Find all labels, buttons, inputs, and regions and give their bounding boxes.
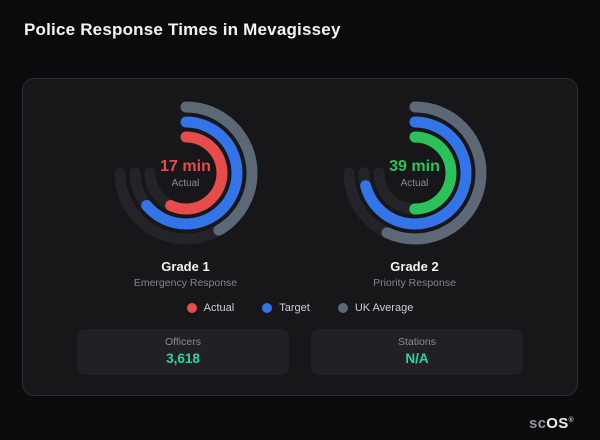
legend-label: UK Average: [354, 302, 414, 314]
stat-label: Stations: [398, 336, 436, 348]
gauge-actual-caption: Actual: [171, 177, 200, 189]
stat-label: Officers: [165, 336, 201, 348]
legend-dot-uk-average: [337, 303, 348, 313]
legend-dot-target: [262, 303, 273, 313]
gauge-chart-grade-1: 17 min Actual: [106, 93, 266, 253]
gauge-center-label: 39 min Actual: [335, 93, 495, 253]
legend-label: Actual: [203, 302, 235, 314]
legend-item-uk-average[interactable]: UK Average: [337, 302, 414, 314]
legend-dot-actual: [186, 303, 197, 313]
stat-card-officers: Officers 3,618: [77, 329, 289, 375]
gauge-subtitle: Emergency Response: [133, 277, 238, 289]
dashboard-card: 17 min Actual Grade 1 Emergency Response…: [22, 78, 578, 396]
gauge-subtitle: Priority Response: [373, 277, 456, 289]
registered-mark: ®: [568, 417, 574, 424]
gauge-center-label: 17 min Actual: [106, 93, 266, 253]
gauge-grade-2: 39 min Actual Grade 2 Priority Response: [305, 93, 525, 289]
legend-item-target[interactable]: Target: [262, 302, 310, 314]
gauge-rings: [343, 101, 486, 245]
gauge-title: Grade 2: [390, 259, 439, 274]
stat-value: N/A: [405, 351, 429, 366]
gauge-actual-value: 17 min: [160, 157, 211, 175]
brand-logo: scOS®: [529, 415, 574, 432]
gauge-actual-value: 39 min: [389, 157, 440, 175]
gauge-grade-1: 17 min Actual Grade 1 Emergency Response: [76, 93, 296, 289]
brand-prefix: sc: [528, 415, 547, 432]
gauge-title: Grade 1: [161, 259, 210, 274]
stats-row: Officers 3,618 Stations N/A: [43, 329, 557, 375]
stat-value: 3,618: [166, 351, 200, 366]
gauge-chart-grade-2: 39 min Actual: [335, 93, 495, 253]
gauge-rings: [114, 101, 257, 245]
gauge-actual-caption: Actual: [400, 177, 429, 189]
legend-item-actual[interactable]: Actual: [186, 302, 235, 314]
brand-suffix: OS: [546, 415, 569, 432]
legend-label: Target: [279, 302, 310, 314]
page-title: Police Response Times in Mevagissey: [24, 20, 341, 39]
stat-card-stations: Stations N/A: [311, 329, 523, 375]
gauges-row: 17 min Actual Grade 1 Emergency Response…: [43, 93, 557, 289]
chart-legend: Actual Target UK Average: [43, 302, 557, 314]
